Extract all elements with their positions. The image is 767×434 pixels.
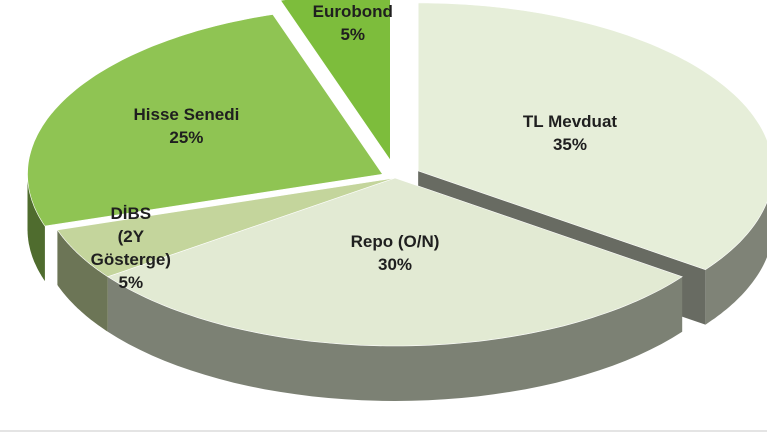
slice-label: DİBS (2Y Gösterge) 5% [91,203,171,295]
pie-slice [27,14,384,227]
slice-label-value: 35% [552,135,587,155]
pie-slice [107,177,683,347]
slice-label-name: Eurobond [312,2,393,22]
slice-label: Hisse Senedi 25% [133,104,239,150]
slice-label: Eurobond 5% [313,1,393,47]
pie-slice-wall [705,202,767,325]
slice-label-value: 30% [377,254,413,274]
slice-label-value: 5% [340,25,366,45]
slice-label-value: 5% [118,272,144,292]
pie-slice-wall [57,229,108,332]
pie-slice [56,177,396,278]
pie-slice [417,2,767,271]
pie-slice-wall [107,276,683,401]
slice-label-value: 25% [169,127,204,147]
slice-label-name: Repo (O/N) [350,231,440,251]
slice-label: TL Mevduat 35% [523,111,617,157]
slice-label-name: DİBS (2Y Gösterge) [90,204,171,269]
pie-slice [280,0,391,162]
slice-label-name: Hisse Senedi [133,104,240,124]
slice-label: Repo (O/N) 30% [351,231,440,277]
slice-label-name: TL Mevduat [522,112,618,132]
